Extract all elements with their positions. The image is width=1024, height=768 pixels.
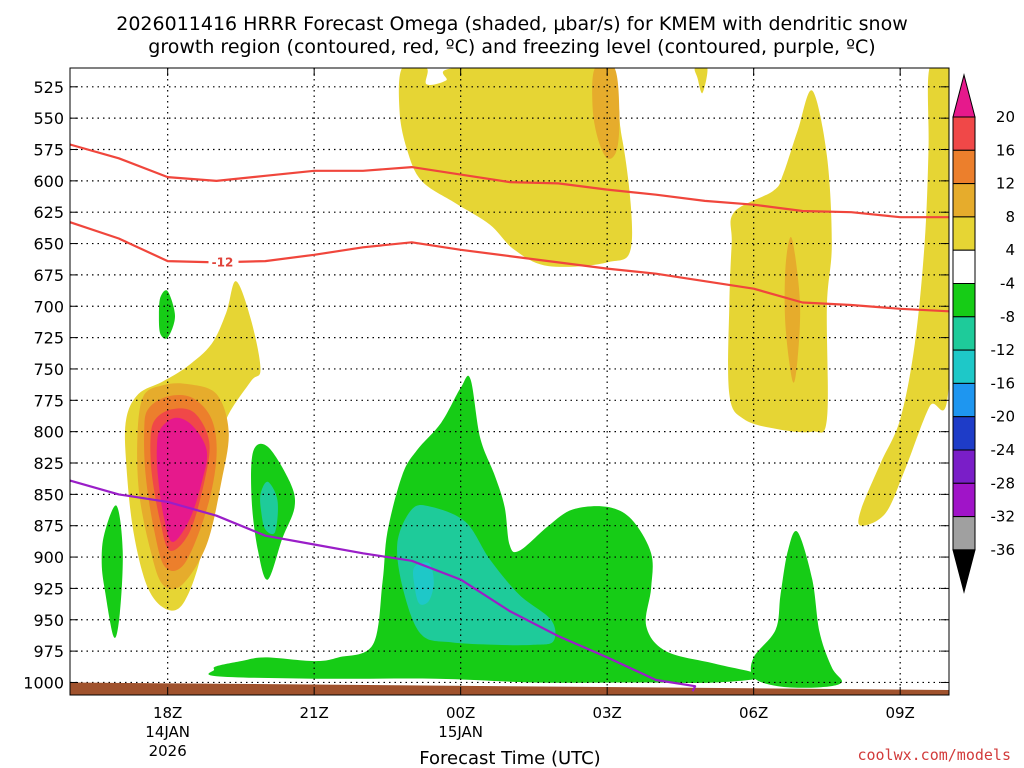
colorbar-label-8: -16 (991, 374, 1016, 392)
y-axis-ticks: 525 550 575 600 625 650 675 700 725 750 775 800 825 8… (23, 78, 949, 692)
colorbar-bin-1 (952, 116, 976, 151)
plot-frame (69, 67, 950, 696)
x-tick-label-5-0: 09Z (885, 704, 914, 722)
colorbar: 20 16 12 8 4 -4 -8 -12 -16 -20 -24 -28 -32 -36 (952, 73, 1016, 594)
colorbar-bin-5 (952, 249, 976, 284)
x-tick-label-3-0: 03Z (592, 704, 621, 722)
credit-text: coolwx.com/models (857, 746, 1011, 764)
colorbar-label-2: 12 (996, 175, 1015, 193)
y-tick-label-625: 625 (33, 203, 64, 222)
region-cyan-mid-small (260, 481, 278, 535)
colorbar-label-9: -20 (991, 408, 1016, 426)
contour-label: -12 (212, 255, 234, 269)
contour-dgz-upper (69, 143, 949, 219)
ground-layer (70, 682, 949, 695)
colorbar-label-0: 20 (996, 108, 1015, 126)
y-tick-label-775: 775 (33, 391, 64, 410)
colorbar-bin-12 (952, 482, 976, 518)
y-tick-label-650: 650 (33, 235, 64, 254)
colorbar-label-4: 4 (1005, 241, 1015, 259)
region-orange-upper-center (592, 68, 620, 159)
contour-layer: -12 (69, 143, 950, 692)
x-tick-label-2-1: 15JAN (438, 723, 483, 741)
y-tick-label-900: 900 (33, 548, 64, 567)
colorbar-bin-bottom (952, 549, 976, 594)
x-tick-label-0-1: 14JAN (145, 723, 190, 741)
colorbar-bin-3 (952, 183, 976, 218)
colorbar-bin-10 (952, 416, 976, 451)
colorbar-bin-9 (952, 382, 976, 418)
region-green-right-small (750, 530, 843, 688)
colorbar-bin-2 (952, 149, 976, 185)
contour-freezing-level (69, 479, 697, 692)
colorbar-label-11: -28 (991, 474, 1016, 492)
y-tick-label-975: 975 (33, 642, 64, 661)
omega-shading-layer (101, 68, 949, 688)
colorbar-bin-4 (952, 216, 976, 251)
chart-title-line-2: growth region (contoured, red, ºC) and f… (148, 36, 875, 58)
y-tick-label-1000: 1000 (23, 673, 64, 692)
colorbar-bin-top (952, 73, 976, 118)
region-cyan-large (396, 504, 556, 646)
x-tick-label-1-0: 21Z (299, 704, 328, 722)
y-tick-label-525: 525 (33, 78, 64, 97)
colorbar-label-7: -12 (991, 341, 1016, 359)
region-magenta-left (156, 417, 208, 543)
colorbar-label-3: 8 (1005, 208, 1015, 226)
colorbar-bin-8 (952, 349, 976, 384)
colorbar-bin-6 (952, 283, 976, 318)
y-tick-label-800: 800 (33, 423, 64, 442)
region-green-large (208, 375, 764, 683)
colorbar-bin-13 (952, 516, 976, 551)
y-tick-label-875: 875 (33, 517, 64, 536)
y-tick-label-575: 575 (33, 141, 64, 160)
x-tick-label-0-2: 2026 (149, 742, 187, 760)
colorbar-label-1: 16 (996, 141, 1015, 159)
chart-title-line-1: 2026011416 HRRR Forecast Omega (shaded, … (116, 13, 908, 35)
colorbar-label-5: -4 (1000, 275, 1015, 293)
y-tick-label-825: 825 (33, 454, 64, 473)
x-tick-label-4-0: 06Z (739, 704, 768, 722)
colorbar-bin-11 (952, 449, 976, 484)
y-tick-label-950: 950 (33, 611, 64, 630)
y-tick-label-750: 750 (33, 360, 64, 379)
y-tick-label-675: 675 (33, 266, 64, 285)
region-yellow-right-edge (858, 68, 949, 526)
region-teal-small (412, 562, 434, 605)
contour-label-bg (208, 254, 239, 270)
ground-surface (70, 682, 949, 695)
region-green-left-small (101, 505, 123, 638)
region-yellow-right-upper (728, 90, 832, 433)
region-green-tiny-upper-left (158, 290, 175, 339)
colorbar-label-13: -36 (991, 541, 1016, 559)
y-tick-label-600: 600 (33, 172, 64, 191)
y-tick-label-550: 550 (33, 109, 64, 128)
colorbar-label-12: -32 (991, 508, 1016, 526)
colorbar-bin-7 (952, 316, 976, 351)
colorbar-label-10: -24 (991, 441, 1016, 459)
region-yellow-top-small (694, 68, 708, 94)
y-tick-label-700: 700 (33, 297, 64, 316)
y-tick-label-850: 850 (33, 485, 64, 504)
colorbar-label-6: -8 (1000, 308, 1015, 326)
x-tick-label-2-0: 00Z (446, 704, 475, 722)
y-tick-label-925: 925 (33, 579, 64, 598)
grid-lines (70, 68, 949, 695)
x-axis-label: Forecast Time (UTC) (419, 748, 600, 768)
x-tick-label-0-0: 18Z (153, 704, 182, 722)
region-orange-right-upper (784, 237, 801, 383)
region-yellow-upper-center (398, 68, 633, 267)
y-tick-label-725: 725 (33, 329, 64, 348)
